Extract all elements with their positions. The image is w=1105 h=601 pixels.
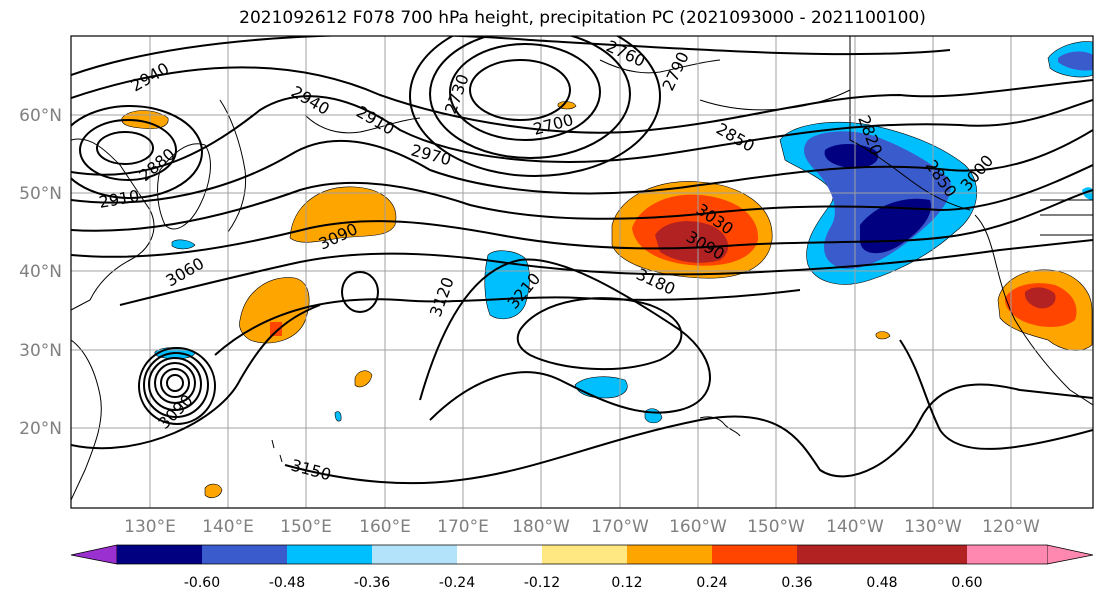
- lon-tick-label: 170°W: [591, 517, 649, 537]
- lon-tick-label: 150°E: [280, 517, 332, 537]
- colorbar-segment: [202, 545, 287, 564]
- lon-tick-label: 150°W: [747, 517, 805, 537]
- colorbar-tick-label: 0.24: [696, 575, 727, 591]
- colorbar-tick-label: -0.48: [269, 575, 305, 591]
- colorbar-extend-max: [1046, 544, 1094, 565]
- lat-tick-label: 20°N: [19, 419, 62, 439]
- colorbar-tick-label: 0.12: [611, 575, 642, 591]
- lon-tick-label: 130°E: [124, 517, 176, 537]
- colorbar-tick-label: -0.12: [524, 575, 560, 591]
- precip-negative-shading: [154, 41, 1093, 424]
- colorbar-tick-label: 0.36: [781, 575, 812, 591]
- lon-tick-label: 130°W: [904, 517, 962, 537]
- lon-tick-label: 140°E: [202, 517, 254, 537]
- colorbar-tick-label: -0.60: [184, 575, 220, 591]
- colorbar-tick-label: 0.48: [866, 575, 897, 591]
- colorbar-segment: [712, 545, 797, 564]
- lon-tick-label: 160°E: [359, 517, 411, 537]
- colorbar-segment: [372, 545, 457, 564]
- colorbar-segment: [627, 545, 712, 564]
- colorbar: -0.60 -0.48 -0.36 -0.24 -0.12 0.12 0.24 …: [70, 544, 1094, 591]
- colorbar-segment: [882, 545, 967, 564]
- latitude-tick-labels: 60°N 50°N 40°N 30°N 20°N: [19, 106, 62, 439]
- colorbar-segment: [797, 545, 882, 564]
- colorbar-segment: [542, 545, 627, 564]
- colorbar-tick-label: -0.36: [354, 575, 390, 591]
- colorbar-extend-min: [70, 544, 118, 565]
- colorbar-segment: [287, 545, 372, 564]
- map-gridlines: [71, 36, 1093, 508]
- colorbar-segment: [967, 545, 1047, 564]
- lat-tick-label: 30°N: [19, 341, 62, 361]
- lat-tick-label: 60°N: [19, 106, 62, 126]
- longitude-tick-labels: 130°E 140°E 150°E 160°E 170°E 180°W 170°…: [124, 517, 1040, 537]
- colorbar-segment: [457, 545, 542, 564]
- map-panel: 2940 2880 2910 3060 3090 3090 3150 2940 …: [71, 36, 1093, 508]
- lon-tick-label: 140°W: [826, 517, 884, 537]
- map-frame: [70, 35, 1094, 509]
- colorbar-tick-labels: -0.60 -0.48 -0.36 -0.24 -0.12 0.12 0.24 …: [184, 575, 983, 591]
- lon-tick-label: 170°E: [437, 517, 489, 537]
- map-title: 2021092612 F078 700 hPa height, precipit…: [239, 8, 926, 28]
- lat-tick-label: 50°N: [19, 184, 62, 204]
- colorbar-segment: [117, 545, 202, 564]
- lat-tick-label: 40°N: [19, 262, 62, 282]
- height-contours: [71, 36, 1093, 485]
- lon-tick-label: 180°W: [512, 517, 570, 537]
- lon-tick-label: 160°W: [669, 517, 727, 537]
- lon-tick-label: 120°W: [982, 517, 1040, 537]
- colorbar-tick-label: -0.24: [439, 575, 475, 591]
- colorbar-tick-label: 0.60: [951, 575, 982, 591]
